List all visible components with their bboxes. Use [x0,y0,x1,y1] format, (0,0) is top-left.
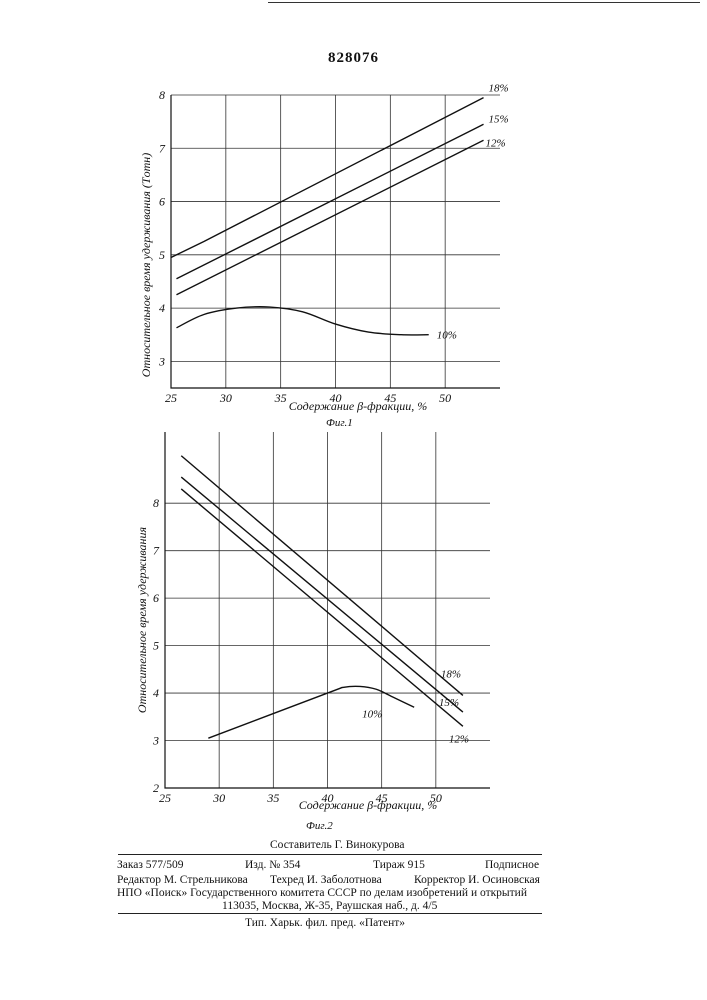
x-axis-label: Содержание β-фракции, % [299,798,438,812]
y-tick-label: 8 [159,88,165,102]
imprint-rule-2 [118,913,542,914]
imprint-techred: Техред И. Заболотнова [270,873,382,887]
series-line-10pct [176,307,428,335]
figure-caption: Фиг.2 [306,820,333,832]
imprint-edition: Изд. № 354 [245,858,300,872]
x-tick-label: 25 [159,791,171,805]
y-tick-label: 5 [153,639,159,653]
chart-1: 25303540455034567818%15%12%10%Содержание… [139,83,509,429]
series-line-18pct [171,98,484,258]
series-label: 10% [362,708,382,720]
y-tick-label: 6 [153,591,159,605]
x-tick-label: 25 [165,391,177,405]
chart-2: 253035404550234567818%15%12%10%Содержани… [135,432,490,832]
series-label: 15% [439,697,459,709]
imprint-subscription: Подписное [485,858,539,872]
series-label: 18% [441,668,461,680]
imprint-order: Заказ 577/509 [117,858,184,872]
y-tick-label: 5 [159,248,165,262]
y-tick-label: 3 [158,354,165,368]
series-label: 10% [437,330,457,342]
series-line-15pct [181,477,463,712]
series-label: 18% [489,83,509,95]
series-line-10pct [208,686,414,738]
series-line-12pct [181,489,463,726]
x-tick-label: 35 [266,791,279,805]
imprint-address: 113035, Москва, Ж-35, Раушская наб., д. … [222,899,437,913]
series-label: 12% [486,137,506,149]
imprint-org-line: НПО «Поиск» Государственного комитета СС… [117,886,527,900]
x-tick-label: 50 [439,391,451,405]
series-label: 12% [449,733,469,745]
x-axis-label: Содержание β-фракции, % [289,399,428,413]
y-axis-label: Относительное время удерживания (Tотн) [139,153,153,377]
imprint-editor: Редактор М. Стрельникова [117,873,248,887]
charts-canvas: 25303540455034567818%15%12%10%Содержание… [0,0,707,860]
y-tick-label: 7 [159,141,166,155]
x-tick-label: 30 [219,391,232,405]
y-tick-label: 4 [153,686,159,700]
imprint-run: Тираж 915 [373,858,425,872]
y-tick-label: 2 [153,781,159,795]
imprint-rule-1 [118,854,542,855]
y-axis-label: Относительное время удерживания [135,527,149,714]
figure-caption: Фиг.1 [326,417,353,429]
x-tick-label: 35 [274,391,287,405]
y-tick-label: 3 [152,734,159,748]
y-tick-label: 8 [153,496,159,510]
y-tick-label: 4 [159,301,165,315]
x-tick-label: 30 [212,791,225,805]
imprint-printer: Тип. Харьк. фил. пред. «Патент» [245,916,405,930]
series-line-18pct [181,456,463,696]
imprint-corrector: Корректор И. Осиновская [414,873,540,887]
y-tick-label: 6 [159,195,165,209]
series-line-12pct [176,140,483,294]
y-tick-label: 7 [153,544,160,558]
imprint-compiler: Составитель Г. Винокурова [270,838,405,852]
series-label: 15% [489,113,509,125]
